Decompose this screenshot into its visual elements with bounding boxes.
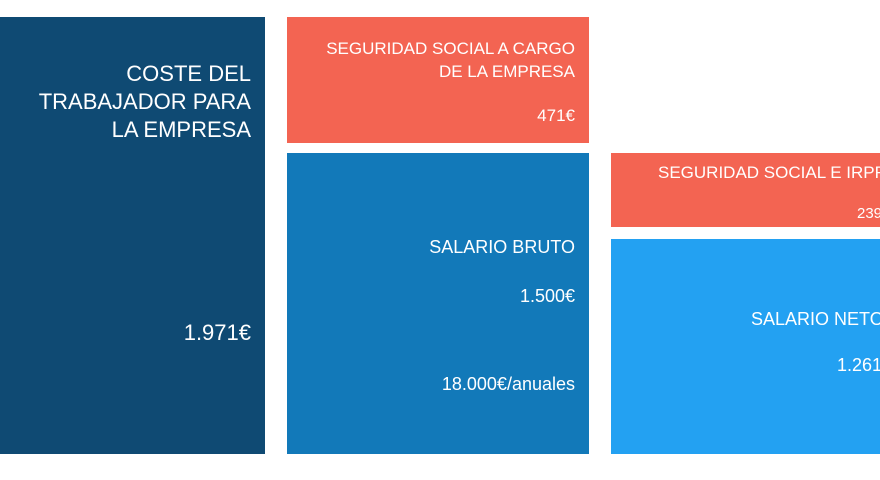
salario-bruto-amount: 1.500€ (519, 286, 575, 306)
seguridad-social-irpf-title: SEGURIDAD SOCIAL E IRPF (658, 163, 880, 182)
salario-bruto-title: SALARIO BRUTO (429, 237, 575, 257)
salario-neto-amount: 1.261€ (837, 355, 880, 375)
salario-bruto-annual: 18.000€/anuales (441, 374, 575, 394)
seguridad-social-empresa-block: SEGURIDAD SOCIAL A CARGO DE LA EMPRESA 4… (287, 17, 589, 143)
coste-trabajador-block: COSTE DEL TRABAJADOR PARA LA EMPRESA 1.9… (0, 17, 265, 454)
salario-neto-title: SALARIO NETO (751, 309, 880, 329)
seguridad-social-irpf-block: SEGURIDAD SOCIAL E IRPF 239€ (611, 153, 880, 227)
seguridad-social-empresa-title: SEGURIDAD SOCIAL A CARGO DE LA EMPRESA (326, 39, 575, 81)
coste-trabajador-amount: 1.971€ (183, 320, 251, 345)
coste-trabajador-title: COSTE DEL TRABAJADOR PARA LA EMPRESA (38, 61, 251, 142)
seguridad-social-irpf-amount: 239€ (857, 205, 880, 222)
salario-bruto-block: SALARIO BRUTO 1.500€ 18.000€/anuales (287, 153, 589, 454)
salario-neto-block: SALARIO NETO 1.261€ (611, 239, 880, 454)
seguridad-social-empresa-amount: 471€ (537, 106, 575, 125)
